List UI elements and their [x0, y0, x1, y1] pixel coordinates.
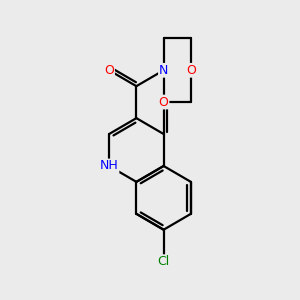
Text: NH: NH [100, 160, 118, 172]
Text: O: O [159, 95, 169, 109]
Text: N: N [159, 64, 168, 77]
Text: O: O [186, 64, 196, 77]
Text: Cl: Cl [158, 255, 170, 268]
Text: O: O [104, 64, 114, 77]
